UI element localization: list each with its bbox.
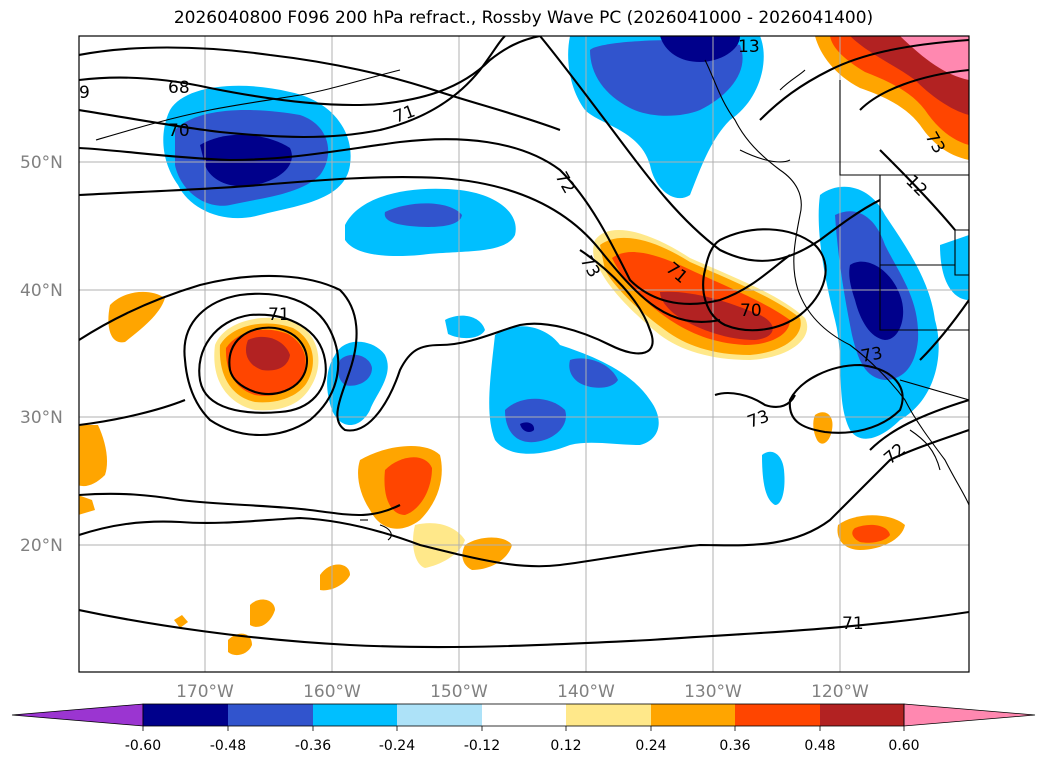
colorbar-extend-left — [11, 703, 144, 727]
colorbar-tick-label: 0.48 — [804, 738, 835, 754]
lon-label: 160°W — [303, 682, 361, 702]
lon-label: 140°W — [557, 682, 615, 702]
contour-label: 71 — [842, 614, 864, 634]
coastlines — [95, 59, 969, 541]
negative-anomaly-fills — [163, 36, 969, 505]
plot-frame — [78, 35, 970, 673]
colorbar-segment — [820, 704, 904, 726]
contour-label: 70 — [740, 301, 762, 321]
colorbar-tick-label: 0.24 — [635, 738, 666, 754]
colorbar-tick-label: -0.48 — [210, 738, 246, 754]
colorbar-tick-label: -0.60 — [125, 738, 161, 754]
colorbar-segment — [143, 704, 228, 726]
colorbar-tick-label: -0.36 — [295, 738, 331, 754]
colorbar: -0.60 -0.48 -0.36 -0.24 -0.12 0.12 0.24 … — [11, 703, 1036, 754]
contour-label: 71 — [268, 305, 290, 325]
lon-label: 120°W — [811, 682, 869, 702]
colorbar-segment — [397, 704, 482, 726]
lat-label: 30°N — [20, 408, 63, 428]
colorbar-extend-right — [903, 703, 1036, 727]
colorbar-tick-label: 0.60 — [888, 738, 919, 754]
lat-label: 20°N — [20, 536, 63, 556]
contour-label: 9 — [79, 83, 90, 103]
colorbar-tick-label: -0.24 — [379, 738, 415, 754]
colorbar-tick-label: -0.12 — [464, 738, 500, 754]
lon-label: 150°W — [430, 682, 488, 702]
contour-label: 70 — [168, 121, 190, 141]
colorbar-segment — [651, 704, 735, 726]
lon-label: 170°W — [176, 682, 234, 702]
colorbar-tick-label: 0.12 — [550, 738, 581, 754]
colorbar-segment — [228, 704, 313, 726]
lon-label: 130°W — [684, 682, 742, 702]
contour-label: 13 — [738, 37, 760, 57]
colorbar-segment — [735, 704, 820, 726]
colorbar-segment — [566, 704, 651, 726]
colorbar-segment — [482, 704, 566, 726]
lat-label: 40°N — [20, 281, 63, 301]
contour-lines — [79, 36, 969, 649]
map-title: 2026040800 F096 200 hPa refract., Rossby… — [173, 8, 874, 28]
colorbar-tick-label: 0.36 — [719, 738, 750, 754]
colorbar-segment — [313, 704, 397, 726]
lat-label: 50°N — [20, 153, 63, 173]
longitude-labels: 170°W 160°W 150°W 140°W 130°W 120°W — [176, 682, 869, 702]
latitude-labels: 50°N 40°N 30°N 20°N — [20, 153, 63, 556]
contour-label: 68 — [168, 78, 190, 98]
contour-label: 73 — [859, 343, 884, 366]
